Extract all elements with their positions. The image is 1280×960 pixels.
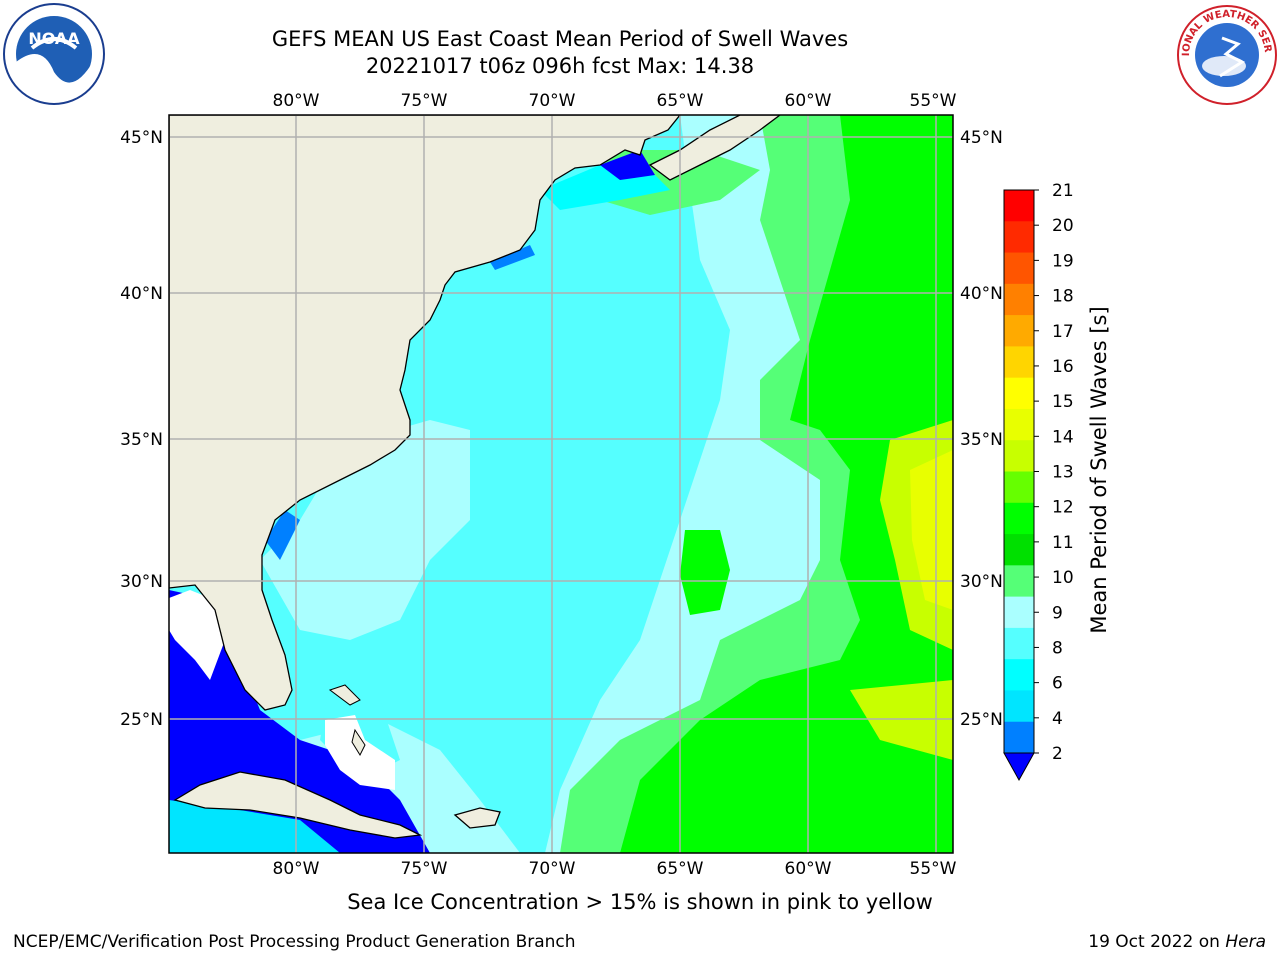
colorbar-tick-label: 19: [1052, 251, 1074, 271]
colorbar: 21 20 19 18 17 16 15 14 13 12 11 10 9 8 6 4 2: [1003, 181, 1074, 782]
lon-label: 55°W: [910, 91, 957, 111]
colorbar-tick-label: 12: [1052, 498, 1074, 518]
swell-band-12-13s-south: [850, 680, 953, 760]
lat-label: 40°N: [120, 284, 163, 304]
noaa-logo: NOAA: [3, 3, 105, 105]
lon-label: 55°W: [910, 859, 957, 879]
lat-labels-right: 45°N 40°N 35°N 30°N 25°N: [960, 128, 1003, 730]
land-nova-scotia: [648, 115, 782, 181]
colorbar-segment: [1004, 690, 1034, 723]
colorbar-tick-label: 15: [1052, 392, 1074, 412]
colorbar-segment: [1004, 408, 1034, 441]
colorbar-label: Mean Period of Swell Waves [s]: [1087, 306, 1111, 633]
colorbar-tick-label: 16: [1052, 357, 1074, 377]
lat-label: 35°N: [960, 430, 1003, 450]
lat-label: 30°N: [960, 572, 1003, 592]
swell-band-8-9s-coastal: [260, 420, 470, 640]
colorbar-segment: [1004, 377, 1034, 410]
colorbar-segment: [1004, 596, 1034, 629]
colorbar-tick-label: 13: [1052, 463, 1074, 483]
lon-label: 60°W: [785, 91, 832, 111]
map-title: GEFS MEAN US East Coast Mean Period of S…: [271, 27, 849, 51]
land-cuba: [173, 771, 423, 839]
footer-date: 19 Oct 2022 on Hera: [1088, 932, 1266, 952]
colorbar-tick-label: 2: [1052, 744, 1063, 764]
colorbar-segment: [1004, 565, 1034, 598]
gulf-field-shallow: [169, 800, 340, 853]
lon-label: 80°W: [273, 859, 320, 879]
lon-labels-bottom: 80°W 75°W 70°W 65°W 60°W 55°W: [273, 859, 957, 879]
footer-date-text: 19 Oct 2022 on: [1088, 932, 1226, 952]
colorbar-tick-label: 9: [1052, 603, 1063, 623]
lon-label: 65°W: [657, 859, 704, 879]
noaa-logo-text: NOAA: [28, 29, 80, 48]
lat-label: 45°N: [960, 128, 1003, 148]
swell-band-2-4s-carolina: [265, 510, 300, 560]
swell-band-2-4s-longisland: [490, 245, 535, 270]
colorbar-segment: [1004, 659, 1034, 692]
colorbar-tick-label: 21: [1052, 181, 1074, 201]
colorbar-extend-arrow: [1003, 752, 1035, 782]
lat-label: 45°N: [120, 128, 163, 148]
colorbar-tick-label: 17: [1052, 322, 1074, 342]
colorbar-tick-label: 4: [1052, 709, 1063, 729]
colorbar-tick-label: 8: [1052, 638, 1063, 658]
colorbar-segment: [1004, 252, 1034, 285]
lat-label: 30°N: [120, 572, 163, 592]
map-subtitle: 20221017 t06z 096h fcst Max: 14.38: [365, 54, 755, 78]
lon-label: 70°W: [529, 91, 576, 111]
colorbar-segment: [1004, 502, 1034, 535]
swell-band-13-14s: [910, 450, 953, 610]
colorbar-segment: [1004, 283, 1034, 316]
no-data-mask-gulf: [169, 590, 225, 680]
lat-label: 35°N: [120, 430, 163, 450]
colorbar-segment: [1004, 440, 1034, 473]
land-bahamas: [328, 684, 366, 757]
colorbar-segment: [1004, 471, 1034, 504]
colorbar-segment: [1004, 221, 1034, 254]
lat-label: 25°N: [960, 710, 1003, 730]
map-plot-area: [169, 115, 953, 853]
swell-band-2-4s-maine: [600, 150, 655, 180]
map-frame: [168, 114, 954, 854]
swell-band-10-11s: [620, 115, 953, 853]
colorbar-segment: [1004, 315, 1034, 347]
lat-labels-left: 45°N 40°N 35°N 30°N 25°N: [120, 128, 163, 730]
lon-label: 80°W: [273, 91, 320, 111]
colorbar-segment: [1004, 721, 1034, 754]
lon-label: 60°W: [785, 859, 832, 879]
sea-ice-note: Sea Ice Concentration > 15% is shown in …: [347, 890, 933, 914]
lon-label: 70°W: [529, 859, 576, 879]
lat-label: 40°N: [960, 284, 1003, 304]
colorbar-tick-label: 18: [1052, 287, 1074, 307]
colorbar-tick-label: 14: [1052, 427, 1074, 447]
footer-credit: NCEP/EMC/Verification Post Processing Pr…: [13, 932, 576, 952]
footer-host: Hera: [1225, 932, 1266, 952]
colorbar-segment: [1004, 627, 1034, 660]
lat-label: 25°N: [120, 710, 163, 730]
colorbar-segment: [1004, 534, 1034, 566]
nws-logo: NATIONAL WEATHER SERVICE: [1176, 4, 1277, 105]
lon-labels-top: 80°W 75°W 70°W 65°W 60°W 55°W: [273, 91, 957, 111]
colorbar-tick-label: 20: [1052, 216, 1074, 236]
colorbar-tick-label: 10: [1052, 568, 1074, 588]
lon-label: 75°W: [401, 91, 448, 111]
lon-label: 75°W: [401, 859, 448, 879]
colorbar-segment: [1004, 190, 1034, 222]
colorbar-segment: [1004, 346, 1034, 379]
land-hispaniola: [453, 807, 501, 829]
lon-label: 65°W: [657, 91, 704, 111]
swell-band-10-11s-island: [680, 530, 730, 615]
map-gridlines: [169, 115, 953, 853]
colorbar-tick-label: 11: [1052, 533, 1074, 553]
colorbar-tick-label: 6: [1052, 674, 1063, 694]
